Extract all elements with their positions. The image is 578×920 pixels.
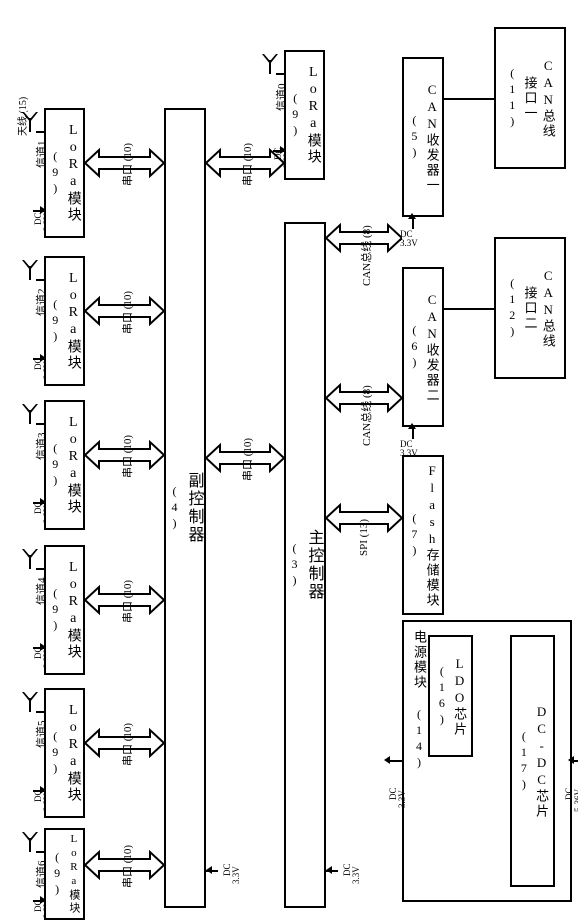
lora-module-box: LoRa模块(9) [44,108,85,238]
antenna-line [36,851,44,853]
can-transceiver-box: CAN收发器一(5) [402,57,444,217]
can-transceiver-label: CAN收发器二 [423,292,439,403]
power-module-ref: (14) [412,707,426,771]
lora-module-box: LoRa模块(9) [44,256,85,386]
can-interface-label: CAN总线 [540,58,556,139]
flash-storage-box: Flash存储模块(7) [402,455,444,615]
can-interface-ref: (11) [504,66,519,130]
antenna-line [36,131,44,133]
can-interface-box: CAN总线 接口二 (12) [494,237,566,379]
lora-module-box: LoRa模块(9) [44,828,85,920]
dc-label: 3.3V [231,866,241,884]
can-interface-ref: (12) [504,276,519,340]
flash-storage-ref: (7) [406,511,421,559]
dc-arrow [326,866,332,874]
can-interface-sub: 接口一 [521,76,537,121]
serial-label: 串口 (10) [119,291,135,334]
dcdc-chip-ref: (17) [516,729,531,793]
sub-controller-box: 副控制器(4) [164,108,206,908]
diagram-stage: 天线 (15) 信道1 DC 3.3V LoRa模块(9) 信道2 3.3V D… [0,0,578,920]
dc-label: 5-36V [573,789,578,812]
serial-label: 串口 (10) [119,143,135,186]
can-transceiver-ref: (6) [406,323,421,371]
sub-controller-ref: (4) [167,484,182,532]
serial-label: 串口 (10) [119,845,135,888]
can-transceiver-box: CAN收发器二(6) [402,267,444,427]
can-line [444,308,494,310]
antenna-line [36,711,44,713]
dcdc-chip-box: DC-DC芯片(17) [510,635,555,887]
can-line [444,98,494,100]
can-bus-label: CAN总线 (8) [358,225,374,286]
dc-label: DC3.3V [400,230,418,249]
lora-module-ref: (9) [47,586,62,634]
lora-module-box: LoRa模块(9) [44,400,85,530]
lora-module-ref: (9) [47,729,62,777]
ldo-chip-box: LDO芯片(16) [428,635,473,757]
can-interface-sub: 接口二 [521,286,537,331]
flash-storage-label: Flash存储模块 [423,463,439,608]
lora-module-label: LoRa模块 [304,65,322,165]
antenna-line [276,73,284,75]
lora-module-box: LoRa模块(9) [44,688,85,818]
ldo-chip-label: LDO芯片 [451,656,467,737]
dc-arrow [408,423,416,429]
ldo-chip-ref: (16) [434,664,449,728]
dc-out-arrow [384,756,390,764]
can-bus-label: CAN总线 (8) [358,385,374,446]
lora-module-ref: (9) [47,441,62,489]
serial-label: 串口 (10) [239,438,255,481]
lora-module-label: LoRa模块 [64,415,82,515]
dc-label: 3.3V [351,866,361,884]
lora-module-box: LoRa模块(9) [284,50,325,180]
serial-label: 串口 (10) [119,580,135,623]
spi-label: SPI (13) [358,519,370,556]
dc-in-arrow [568,756,574,764]
power-module-label: 电源模块 [412,630,427,690]
lora-module-ref: (9) [47,149,62,197]
serial-label: 串口 (10) [119,435,135,478]
lora-module-label: LoRa模块 [64,703,82,803]
lora-module-label: LoRa模块 [64,123,82,223]
lora-module-ref: (9) [287,91,302,139]
dc-out-line [388,760,402,762]
lora-module-ref: (9) [49,850,64,898]
serial-label: 串口 (10) [119,723,135,766]
lora-module-label: LoRa模块 [66,833,80,915]
dc-label: 3.3V [397,790,407,808]
serial-label: 串口 (10) [239,143,255,186]
antenna-line [36,423,44,425]
lora-module-box: LoRa模块(9) [44,545,85,675]
dc-arrow [408,213,416,219]
main-controller-box: 主控制器(3) [284,222,326,908]
antenna-line [36,279,44,281]
can-transceiver-ref: (5) [406,113,421,161]
lora-module-label: LoRa模块 [64,271,82,371]
lora-module-ref: (9) [47,297,62,345]
lora-module-label: LoRa模块 [64,560,82,660]
sub-controller-label: 副控制器 [184,472,204,544]
dcdc-chip-label: DC-DC芯片 [533,704,549,819]
can-interface-label: CAN总线 [540,268,556,349]
antenna-line [36,568,44,570]
dc-arrow [206,866,212,874]
main-controller-label: 主控制器 [304,529,324,601]
can-interface-box: CAN总线 接口一 (11) [494,27,566,169]
main-controller-ref: (3) [287,541,302,589]
can-transceiver-label: CAN收发器一 [423,82,439,193]
